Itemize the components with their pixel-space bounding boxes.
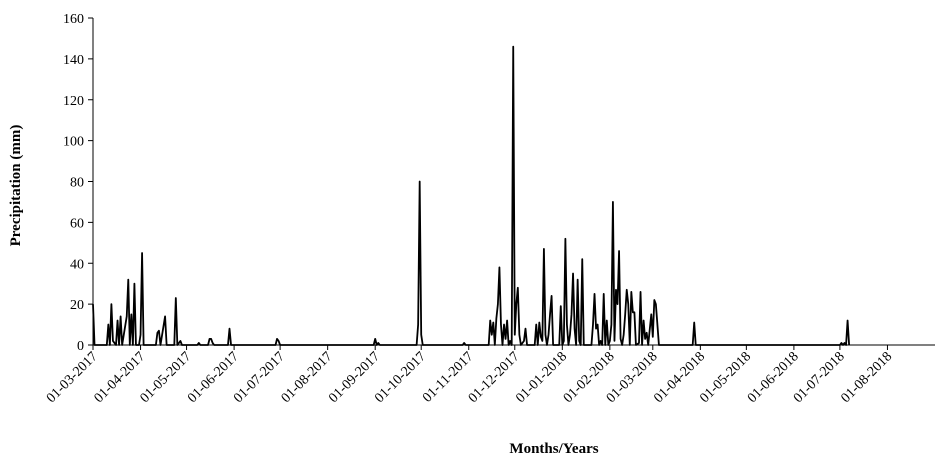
y-tick-label: 100 xyxy=(63,135,84,150)
y-tick-label: 60 xyxy=(70,216,84,231)
y-axis-title: Precipitation (mm) xyxy=(8,125,24,247)
y-tick-label: 140 xyxy=(63,53,84,68)
y-axis-ticks: 0 20 40 60 80 100 120 140 160 xyxy=(63,12,93,354)
y-tick-label: 0 xyxy=(77,339,84,354)
x-axis-ticks: 01-03-201701-04-201701-05-201701-06-2017… xyxy=(44,345,895,406)
y-tick-label: 160 xyxy=(63,12,84,27)
x-tick-label: 01-08-2018 xyxy=(838,349,895,406)
series-layer xyxy=(92,45,851,346)
precipitation-series-line xyxy=(92,45,851,346)
y-tick-label: 120 xyxy=(63,94,84,109)
y-tick-label: 40 xyxy=(70,257,84,272)
y-tick-label: 20 xyxy=(70,298,84,313)
x-axis-title: Months/Years xyxy=(509,441,598,457)
y-tick-label: 80 xyxy=(70,176,84,191)
